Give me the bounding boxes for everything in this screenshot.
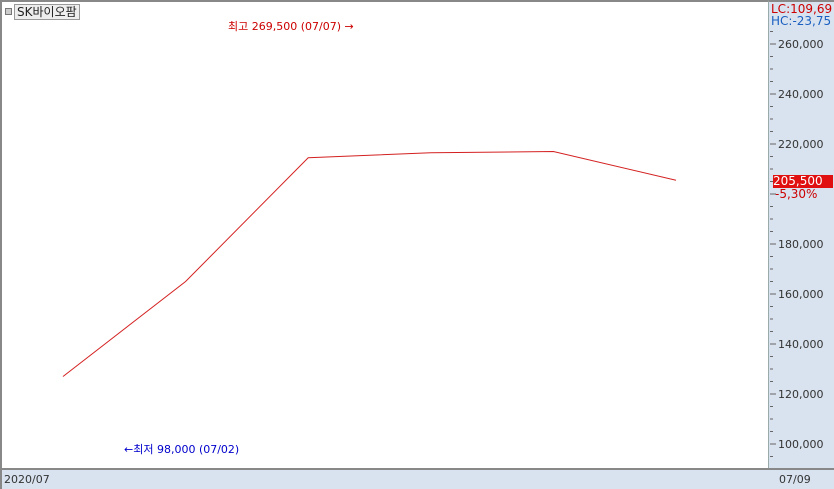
x-end-label: 07/09 — [779, 473, 811, 486]
lc-indicator: LC:109,69 — [771, 2, 833, 16]
x-start-label: 2020/07 — [4, 473, 50, 486]
arrow-right-icon: → — [344, 20, 354, 33]
low-annotation: ←최저 98,000 (07/02) — [124, 441, 239, 457]
arrow-left-icon: ← — [124, 443, 134, 456]
y-tick-label: 100,000 — [778, 438, 824, 451]
y-tick-label: 160,000 — [778, 288, 824, 301]
y-axis: LC:109,69 HC:-23,75 205,500 -5,30% — [768, 0, 834, 468]
plot-area[interactable]: SK바이오팜 최고 269,500 (07/07) → ←최저 98,000 (… — [0, 0, 768, 468]
low-label: 최저 98,000 (07/02) — [133, 443, 240, 456]
stock-title-button[interactable]: SK바이오팜 — [14, 4, 80, 20]
change-percent: -5,30% — [775, 187, 818, 201]
hc-indicator: HC:-23,75 — [771, 14, 832, 28]
y-tick-label: 140,000 — [778, 338, 824, 351]
chart-menu-icon[interactable] — [5, 8, 12, 15]
x-axis: 2020/07 07/09 — [0, 468, 834, 489]
y-tick-label: 120,000 — [778, 388, 824, 401]
y-tick-label: 240,000 — [778, 88, 824, 101]
current-price-badge: 205,500 — [773, 175, 833, 188]
price-line — [62, 150, 677, 377]
chart-svg: 100,000 120,000 140,000 160,000 180,000 220,0… — [62, 31, 824, 457]
y-tick-label: 180,000 — [778, 238, 824, 251]
y-tick-label: 220,000 — [778, 138, 824, 151]
high-annotation: 최고 269,500 (07/07) → — [228, 18, 354, 34]
y-tick-label: 260,000 — [778, 38, 824, 51]
high-label: 최고 269,500 (07/07) — [228, 20, 342, 33]
